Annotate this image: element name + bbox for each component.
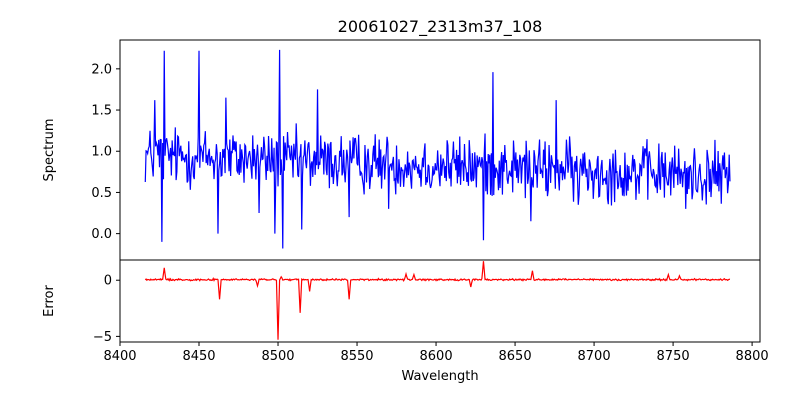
error-y-tick-label: −5 bbox=[93, 330, 112, 345]
spectrum-y-tick-label: 0.0 bbox=[91, 227, 112, 242]
error-y-tick-label: 0 bbox=[104, 274, 112, 289]
x-tick-label: 8450 bbox=[182, 349, 215, 364]
error-line bbox=[144, 261, 731, 340]
x-tick-label: 8750 bbox=[657, 349, 690, 364]
spectrum-y-axis-label: Spectrum bbox=[42, 119, 57, 182]
spectrum-y-tick-label: 2.0 bbox=[91, 62, 112, 77]
x-tick-label: 8650 bbox=[499, 349, 532, 364]
error-y-axis-label: Error bbox=[42, 285, 57, 317]
x-tick-label: 8700 bbox=[578, 349, 611, 364]
spectrum-line bbox=[144, 49, 731, 249]
chart-title: 20061027_2313m37_108 bbox=[338, 17, 543, 37]
spectrum-y-tick-label: 1.0 bbox=[91, 145, 112, 160]
error-panel: 0 −5 8400 8450 8500 8550 8600 8650 8700 8750 8800… bbox=[42, 259, 769, 384]
error-axes-frame bbox=[119, 259, 761, 343]
spectrum-panel: 0.0 0.5 1.0 1.5 2.0 Spectrum bbox=[42, 39, 761, 261]
x-tick-label: 8600 bbox=[420, 349, 453, 364]
x-tick-label: 8550 bbox=[340, 349, 373, 364]
x-axis-label: Wavelength bbox=[401, 369, 478, 384]
x-tick-label: 8800 bbox=[736, 349, 769, 364]
spectrum-y-ticks: 0.0 0.5 1.0 1.5 2.0 bbox=[91, 62, 120, 242]
error-x-ticks: 8400 8450 8500 8550 8600 8650 8700 8750 8800 bbox=[103, 342, 769, 364]
x-tick-label: 8500 bbox=[261, 349, 294, 364]
spectrum-y-tick-label: 1.5 bbox=[91, 104, 112, 119]
x-tick-label: 8400 bbox=[103, 349, 136, 364]
error-y-ticks: 0 −5 bbox=[93, 274, 120, 345]
spectrum-y-tick-label: 0.5 bbox=[91, 186, 112, 201]
